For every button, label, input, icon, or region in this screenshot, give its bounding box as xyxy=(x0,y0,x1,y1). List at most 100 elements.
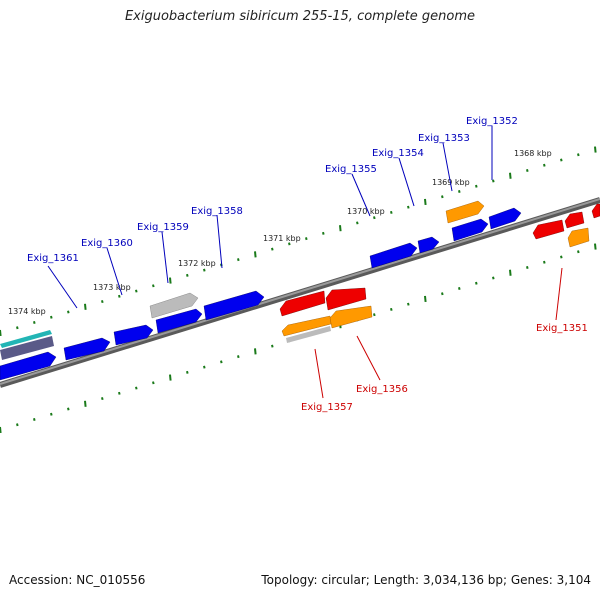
forward-strand-genes xyxy=(0,200,522,381)
scale-tick-upper xyxy=(50,315,53,319)
gene-label-exig-1353[interactable]: Exig_1353 xyxy=(418,133,470,144)
scale-tick-lower xyxy=(254,348,257,355)
gene-cds-reverse[interactable] xyxy=(279,290,326,317)
gene-cds-forward[interactable] xyxy=(369,242,418,269)
scale-tick-upper xyxy=(492,179,495,183)
gene-cds-forward[interactable] xyxy=(417,236,440,254)
scale-tick-upper xyxy=(390,210,393,214)
scale-tick-upper xyxy=(101,300,104,304)
gene-label-exig-1360[interactable]: Exig_1360 xyxy=(81,238,133,249)
scale-tick-lower xyxy=(458,286,461,290)
scale-tick-lower xyxy=(543,260,546,264)
gene-cds-forward[interactable] xyxy=(488,207,522,230)
gene-cds-forward[interactable] xyxy=(113,324,154,346)
scale-tick-lower xyxy=(135,386,138,390)
gene-cds-forward-edge-slate[interactable] xyxy=(0,336,54,360)
tick-label-1374: 1374 kbp xyxy=(8,307,46,316)
scale-tick-upper xyxy=(16,326,19,330)
tick-label-1373: 1373 kbp xyxy=(93,283,131,292)
scale-tick-lower xyxy=(475,281,478,285)
scale-tick-lower xyxy=(492,276,495,280)
gene-cds-forward[interactable] xyxy=(203,290,265,321)
scale-tick-lower xyxy=(237,355,240,359)
label-leaders xyxy=(47,126,563,399)
gene-cds-forward[interactable] xyxy=(451,218,489,242)
gene-cds-reverse[interactable] xyxy=(564,211,585,229)
scale-tick-upper xyxy=(237,258,240,262)
tick-label-1371: 1371 kbp xyxy=(263,234,301,243)
scale-tick-lower xyxy=(101,397,104,401)
gene-label-exig-1358[interactable]: Exig_1358 xyxy=(191,206,243,217)
gene-label-exig-1356[interactable]: Exig_1356 xyxy=(356,384,408,395)
scale-tick-upper xyxy=(186,273,189,277)
gene-label-exig-1361[interactable]: Exig_1361 xyxy=(27,253,79,264)
gene-cds-reverse[interactable] xyxy=(532,219,565,240)
gene-label-exig-1359[interactable]: Exig_1359 xyxy=(137,222,189,233)
scale-tick-lower xyxy=(407,302,410,306)
scale-tick-lower xyxy=(67,407,70,411)
gene-label-exig-1357[interactable]: Exig_1357 xyxy=(301,402,353,413)
backbone xyxy=(0,197,600,388)
scale-tick-lower xyxy=(373,313,376,317)
scale-tick-lower xyxy=(560,255,563,259)
scale-tick-lower xyxy=(50,412,53,416)
scale-tick-upper xyxy=(254,251,257,258)
scale-tick-lower xyxy=(203,365,206,369)
reverse-strand-genes xyxy=(279,203,600,343)
scale-tick-upper xyxy=(84,303,87,310)
scale-tick-lower xyxy=(186,370,189,374)
scale-tick-lower xyxy=(424,295,427,303)
scale-tick-upper xyxy=(67,310,70,314)
scale-tick-lower xyxy=(169,374,172,381)
gene-label-exig-1355[interactable]: Exig_1355 xyxy=(325,164,377,175)
tick-label-1370: 1370 kbp xyxy=(347,207,385,216)
gene-label-exig-1351[interactable]: Exig_1351 xyxy=(536,323,588,334)
scale-tick-upper xyxy=(577,153,580,157)
scale-tick-upper xyxy=(424,198,427,206)
scale-tick-upper xyxy=(135,289,138,293)
scale-tick-upper xyxy=(339,225,342,232)
gene-cds-forward-edge-teal[interactable] xyxy=(0,330,52,348)
scale-tick-lower xyxy=(271,344,274,348)
scale-tick-lower xyxy=(509,269,512,276)
scale-tick-upper xyxy=(543,163,546,167)
scale-tick-upper xyxy=(441,195,444,199)
accession-text: Accession: NC_010556 xyxy=(9,573,146,587)
scale-ticks-upper xyxy=(0,146,597,337)
topology-text: Topology: circular; Length: 3,034,136 bp… xyxy=(261,573,591,587)
scale-tick-upper xyxy=(475,184,478,188)
gene-cds-reverse[interactable] xyxy=(591,203,600,219)
gene-label-exig-1354[interactable]: Exig_1354 xyxy=(372,148,424,159)
scale-tick-lower xyxy=(118,391,121,395)
scale-tick-upper xyxy=(322,231,325,235)
scale-tick-lower xyxy=(526,266,529,269)
scale-tick-lower xyxy=(577,250,580,254)
scale-tick-lower xyxy=(594,243,597,250)
gene-cds-forward[interactable] xyxy=(155,308,203,334)
scale-tick-lower xyxy=(16,423,19,427)
scale-tick-upper xyxy=(560,158,563,162)
scale-tick-upper xyxy=(526,169,529,172)
gene-cds-forward-pseudo[interactable] xyxy=(149,292,199,319)
gene-rna-reverse[interactable] xyxy=(329,305,373,329)
scale-tick-lower xyxy=(33,418,36,422)
gene-labels-forward: Exig_1361 Exig_1360 Exig_1359 Exig_1358 … xyxy=(27,116,518,264)
gene-rna-forward[interactable] xyxy=(445,200,485,224)
tick-label-1368: 1368 kbp xyxy=(514,149,552,158)
scale-tick-upper xyxy=(33,321,36,325)
scale-tick-upper xyxy=(288,242,291,246)
scale-tick-upper xyxy=(152,284,155,288)
scale-tick-upper xyxy=(203,268,206,272)
gene-label-exig-1352[interactable]: Exig_1352 xyxy=(466,116,518,127)
gene-pseudo-reverse[interactable] xyxy=(286,326,331,343)
gene-cds-forward[interactable] xyxy=(0,351,57,381)
gene-rna-reverse[interactable] xyxy=(567,227,590,248)
scale-tick-lower xyxy=(84,400,87,407)
gene-cds-reverse[interactable] xyxy=(325,287,367,311)
scale-tick-lower xyxy=(0,426,2,434)
gene-cds-forward[interactable] xyxy=(63,337,111,361)
gene-labels-reverse: Exig_1357 Exig_1356 Exig_1351 xyxy=(301,323,588,413)
scale-tick-upper xyxy=(0,329,2,337)
tick-label-1372: 1372 kbp xyxy=(178,259,216,268)
